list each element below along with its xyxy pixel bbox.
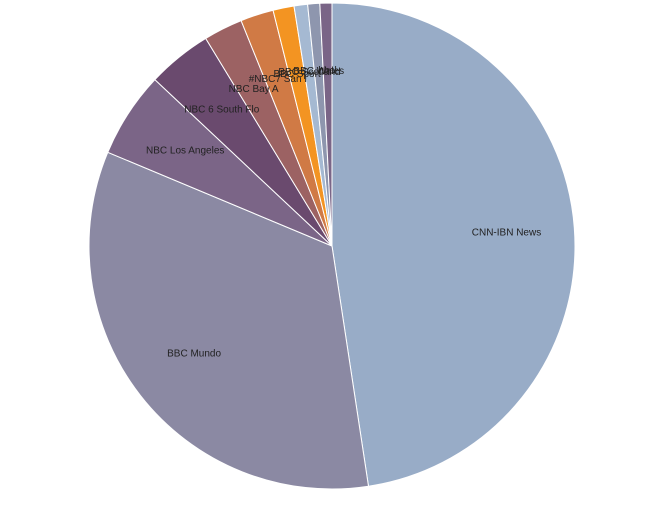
- pie-slice-cnn-ibn-news[interactable]: [331, 2, 576, 487]
- slice-label-bbc-scotland: BBC Scotland: [278, 67, 340, 78]
- slice-label-nbc-los-angeles: NBC Los Angeles: [146, 146, 224, 157]
- slice-label-nbc-6-south-flo: NBC 6 South Flo: [184, 105, 259, 116]
- pie-slice-bbcl[interactable]: [319, 2, 333, 247]
- pie-slice-bbc-mundo[interactable]: [88, 151, 370, 490]
- slice-label-bbc-sport: BBC Sport: [273, 69, 320, 80]
- slice-label-cnn-ibn-news: CNN-IBN News: [472, 227, 541, 238]
- slice-label-bbcl: bbcl: [318, 66, 336, 77]
- slice-label-bbc-wales: BBC Wales: [293, 66, 344, 77]
- slice-label-bbc-mundo: BBC Mundo: [167, 348, 221, 359]
- slice-label-nbc-bay-a: NBC Bay A: [229, 84, 279, 95]
- slice-label-nbc7-san-i: #NBC7 San I: [249, 74, 307, 85]
